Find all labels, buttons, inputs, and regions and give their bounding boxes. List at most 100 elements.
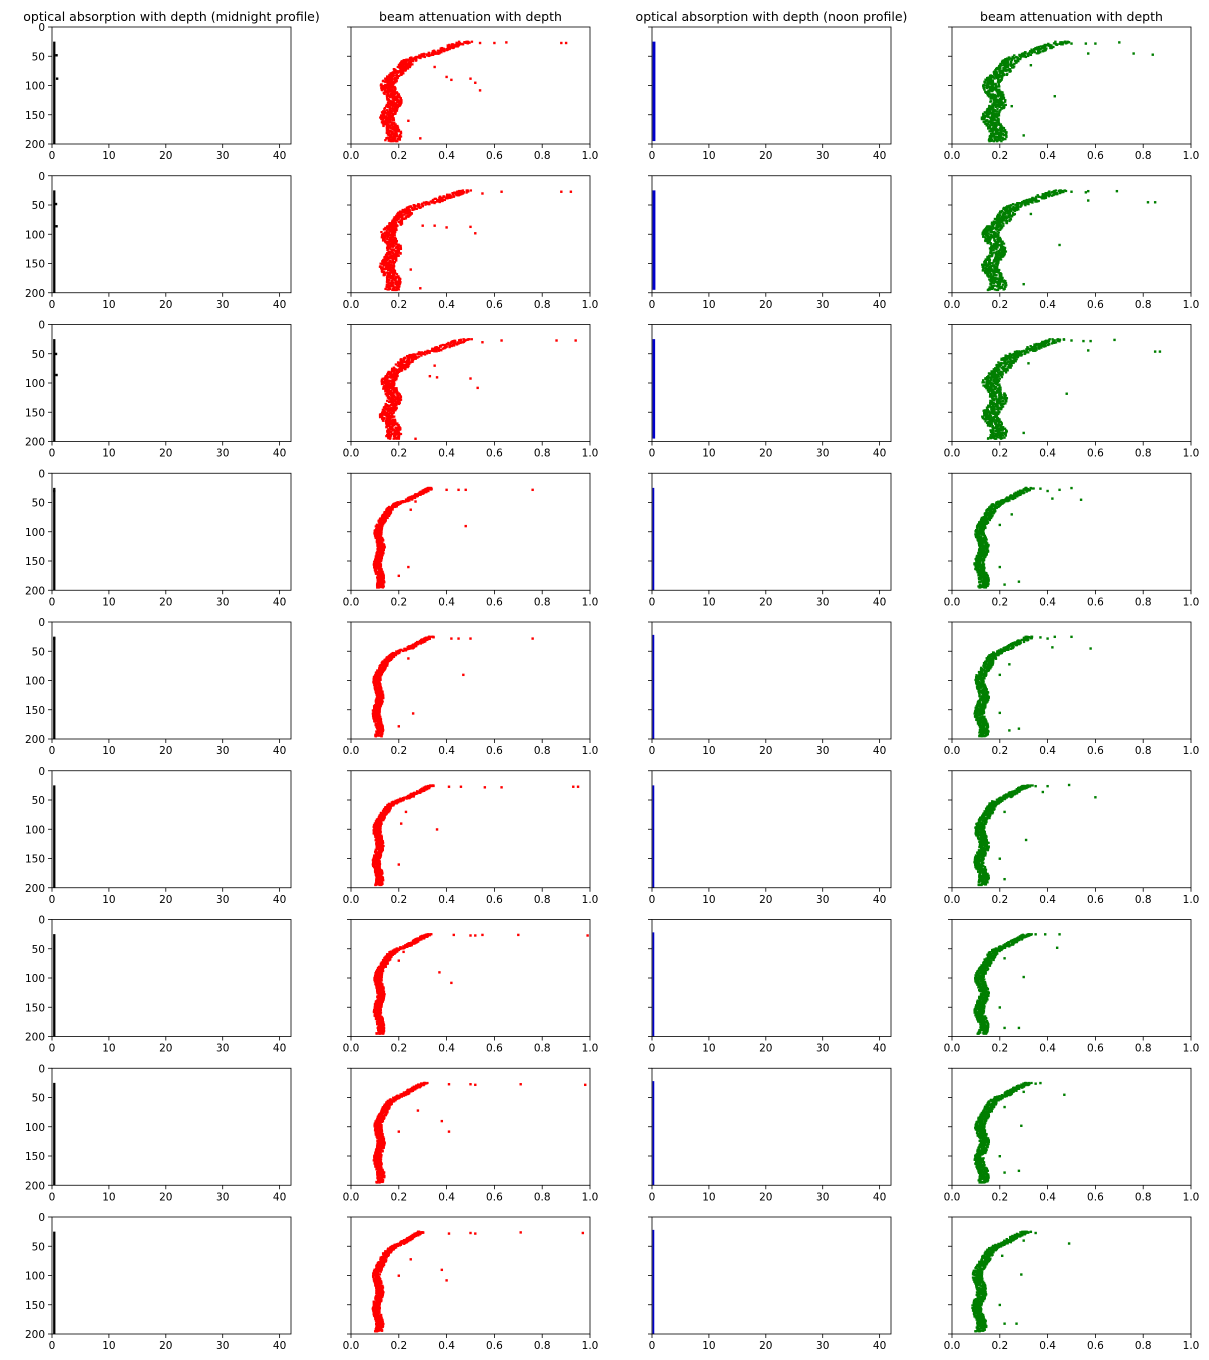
data-point bbox=[419, 56, 422, 60]
data-point bbox=[393, 137, 396, 140]
x-tick-label: 10 bbox=[102, 299, 115, 311]
subplot-r3-c2: 0.0 0.2 0.4 0.6 0.8 1.0 bbox=[343, 324, 598, 460]
data-point bbox=[999, 218, 1002, 221]
data-point bbox=[381, 89, 384, 92]
x-tick-label: 40 bbox=[273, 596, 286, 608]
data-point bbox=[440, 51, 443, 54]
data-point bbox=[393, 103, 397, 106]
data-point bbox=[1027, 362, 1030, 365]
data-point bbox=[394, 140, 397, 143]
data-point bbox=[1002, 130, 1005, 133]
data-point bbox=[397, 288, 400, 291]
x-tick-label: 20 bbox=[759, 299, 772, 311]
data-point bbox=[389, 140, 392, 143]
data-point bbox=[420, 53, 423, 56]
data-point bbox=[995, 116, 998, 119]
data-point bbox=[985, 113, 989, 116]
data-point bbox=[996, 219, 999, 222]
data-point bbox=[392, 262, 396, 265]
data-point bbox=[1041, 197, 1044, 200]
data-point bbox=[1034, 198, 1038, 201]
data-point bbox=[395, 109, 399, 112]
data-point bbox=[988, 130, 991, 133]
data-point bbox=[425, 54, 429, 57]
data-point bbox=[988, 135, 992, 139]
data-point bbox=[395, 215, 399, 218]
data-point bbox=[387, 228, 390, 231]
data-point bbox=[414, 57, 418, 60]
data-point bbox=[388, 241, 391, 244]
data-point bbox=[396, 140, 399, 143]
data-point bbox=[399, 130, 403, 133]
data-point bbox=[393, 288, 396, 292]
data-point bbox=[1003, 100, 1007, 103]
data-point bbox=[390, 261, 394, 264]
data-point bbox=[391, 91, 394, 94]
data-point bbox=[990, 130, 994, 133]
data-point bbox=[989, 82, 992, 85]
data-point bbox=[397, 437, 401, 440]
data-point bbox=[1039, 47, 1042, 51]
data-point bbox=[391, 249, 394, 252]
data-point bbox=[1153, 350, 1157, 353]
x-tick-label: 0.8 bbox=[534, 448, 551, 460]
data-point bbox=[1026, 52, 1030, 55]
data-point bbox=[390, 279, 394, 283]
data-point bbox=[994, 228, 997, 231]
data-point bbox=[408, 65, 412, 69]
column-title-2: beam attenuation with depth bbox=[379, 9, 562, 24]
data-point bbox=[995, 110, 999, 113]
data-point bbox=[1019, 205, 1022, 208]
data-point bbox=[1002, 104, 1005, 107]
data-point bbox=[396, 130, 399, 133]
data-point bbox=[992, 71, 996, 74]
data-point bbox=[999, 408, 1003, 411]
data-point bbox=[389, 234, 393, 237]
data-point bbox=[387, 112, 390, 115]
data-point bbox=[569, 190, 573, 193]
data-point bbox=[438, 200, 441, 204]
data-point bbox=[478, 89, 482, 92]
data-point bbox=[991, 262, 994, 265]
data-point bbox=[407, 215, 410, 218]
data-point bbox=[1000, 76, 1004, 79]
data-point bbox=[991, 76, 994, 79]
column-title-1: optical absorption with depth (midnight … bbox=[23, 9, 319, 24]
depth-profile-bar bbox=[53, 487, 56, 591]
data-point bbox=[1087, 189, 1090, 193]
data-point bbox=[385, 279, 389, 282]
data-point bbox=[1070, 190, 1073, 193]
data-point bbox=[1035, 200, 1039, 203]
data-point bbox=[388, 252, 392, 255]
data-point bbox=[1033, 51, 1037, 54]
data-point bbox=[388, 102, 391, 105]
data-point bbox=[986, 90, 990, 93]
data-point bbox=[421, 205, 424, 208]
x-tick-label: 0.6 bbox=[486, 150, 503, 162]
axes-frame bbox=[651, 26, 892, 145]
data-point bbox=[403, 217, 406, 221]
data-point bbox=[1053, 341, 1056, 345]
data-point bbox=[391, 252, 395, 255]
data-point bbox=[394, 259, 398, 262]
data-point bbox=[1002, 133, 1005, 137]
data-point bbox=[382, 124, 385, 128]
data-point bbox=[992, 105, 995, 109]
data-point bbox=[393, 71, 397, 74]
data-point bbox=[1034, 196, 1037, 199]
data-point bbox=[436, 200, 439, 203]
x-tick-label: 40 bbox=[273, 150, 286, 162]
data-point bbox=[420, 354, 423, 357]
axes-frame bbox=[651, 324, 892, 442]
data-point bbox=[386, 89, 390, 92]
y-tick-label: 200 bbox=[25, 139, 45, 151]
data-point bbox=[991, 112, 994, 115]
data-point bbox=[1051, 338, 1054, 341]
data-point bbox=[1042, 47, 1046, 50]
data-point bbox=[984, 91, 988, 94]
data-point bbox=[990, 108, 993, 111]
data-point bbox=[987, 92, 990, 95]
data-point bbox=[999, 96, 1003, 99]
data-point bbox=[986, 288, 990, 292]
data-point bbox=[996, 105, 1000, 108]
